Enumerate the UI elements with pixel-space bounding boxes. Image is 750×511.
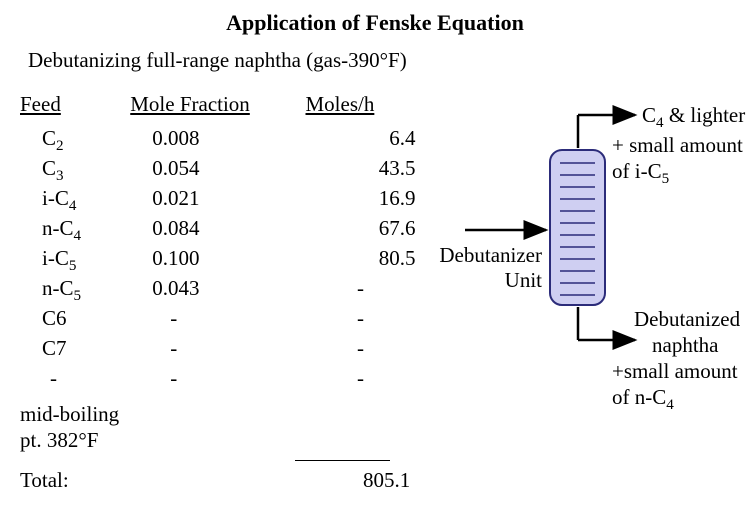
col-molesh-header: Moles/h xyxy=(306,92,416,117)
mid-boiling-note-l2: pt. 382°F xyxy=(20,428,98,453)
table-row: C2 0.008 6.4 xyxy=(20,126,416,156)
mh-cell: - xyxy=(306,276,416,301)
mh-cell: - xyxy=(306,336,416,361)
mh-cell: 16.9 xyxy=(306,186,416,211)
table-row: i-C4 0.021 16.9 xyxy=(20,186,416,216)
table-row: C7 - - xyxy=(20,336,416,366)
table-row: - - - xyxy=(20,366,416,396)
table-row: C3 0.054 43.5 xyxy=(20,156,416,186)
total-divider xyxy=(295,460,390,461)
mh-cell: 43.5 xyxy=(306,156,416,181)
total-row: Total: 805.1 xyxy=(20,468,410,493)
feed-cell: C6 xyxy=(20,306,125,335)
mf-cell: 0.084 xyxy=(130,216,300,241)
feed-cell: C3 xyxy=(20,156,125,185)
subtitle: Debutanizing full-range naphtha (gas-390… xyxy=(28,48,407,73)
bottom-out-l4: of n-C4 xyxy=(612,385,674,414)
page-title: Application of Fenske Equation xyxy=(0,10,750,36)
mh-cell: - xyxy=(306,366,416,391)
table-header-row: Feed Mole Fraction Moles/h xyxy=(20,92,416,126)
debutanizer-diagram: Debutanizer Unit C4 & lighter + small am… xyxy=(430,85,750,415)
mf-cell: - xyxy=(130,336,300,361)
mf-cell: - xyxy=(130,366,300,391)
table-row: i-C5 0.100 80.5 xyxy=(20,246,416,276)
feed-table: Feed Mole Fraction Moles/h C2 0.008 6.4 … xyxy=(20,92,416,396)
mf-cell: 0.008 xyxy=(130,126,300,151)
col-feed-header: Feed xyxy=(20,92,125,117)
bottom-out-l1: Debutanized xyxy=(634,307,740,332)
unit-label-l1: Debutanizer xyxy=(430,243,542,268)
feed-cell: n-C4 xyxy=(20,216,125,245)
table-row: C6 - - xyxy=(20,306,416,336)
total-value: 805.1 xyxy=(300,468,410,493)
bottom-out-l2: naphtha xyxy=(652,333,718,358)
mf-cell: 0.021 xyxy=(130,186,300,211)
feed-cell: - xyxy=(20,366,125,391)
top-out-l1: C4 & lighter xyxy=(642,103,745,132)
mh-cell: 6.4 xyxy=(306,126,416,151)
column-body xyxy=(550,150,605,305)
mf-cell: 0.054 xyxy=(130,156,300,181)
mh-cell: - xyxy=(306,306,416,331)
col-molefrac-header: Mole Fraction xyxy=(130,92,300,117)
top-out-l3: of i-C5 xyxy=(612,159,669,188)
feed-cell: C2 xyxy=(20,126,125,155)
feed-cell: C7 xyxy=(20,336,125,365)
feed-cell: n-C5 xyxy=(20,276,125,305)
mf-cell: 0.043 xyxy=(130,276,300,301)
mf-cell: - xyxy=(130,306,300,331)
mid-boiling-note-l1: mid-boiling xyxy=(20,402,119,427)
table-row: n-C4 0.084 67.6 xyxy=(20,216,416,246)
top-out-l2: + small amount xyxy=(612,133,743,158)
bottom-out-l3: +small amount xyxy=(612,359,738,384)
feed-cell: i-C4 xyxy=(20,186,125,215)
table-row: n-C5 0.043 - xyxy=(20,276,416,306)
mh-cell: 80.5 xyxy=(306,246,416,271)
mf-cell: 0.100 xyxy=(130,246,300,271)
feed-cell: i-C5 xyxy=(20,246,125,275)
mh-cell: 67.6 xyxy=(306,216,416,241)
total-label: Total: xyxy=(20,468,295,493)
unit-label-l2: Unit xyxy=(430,268,542,293)
